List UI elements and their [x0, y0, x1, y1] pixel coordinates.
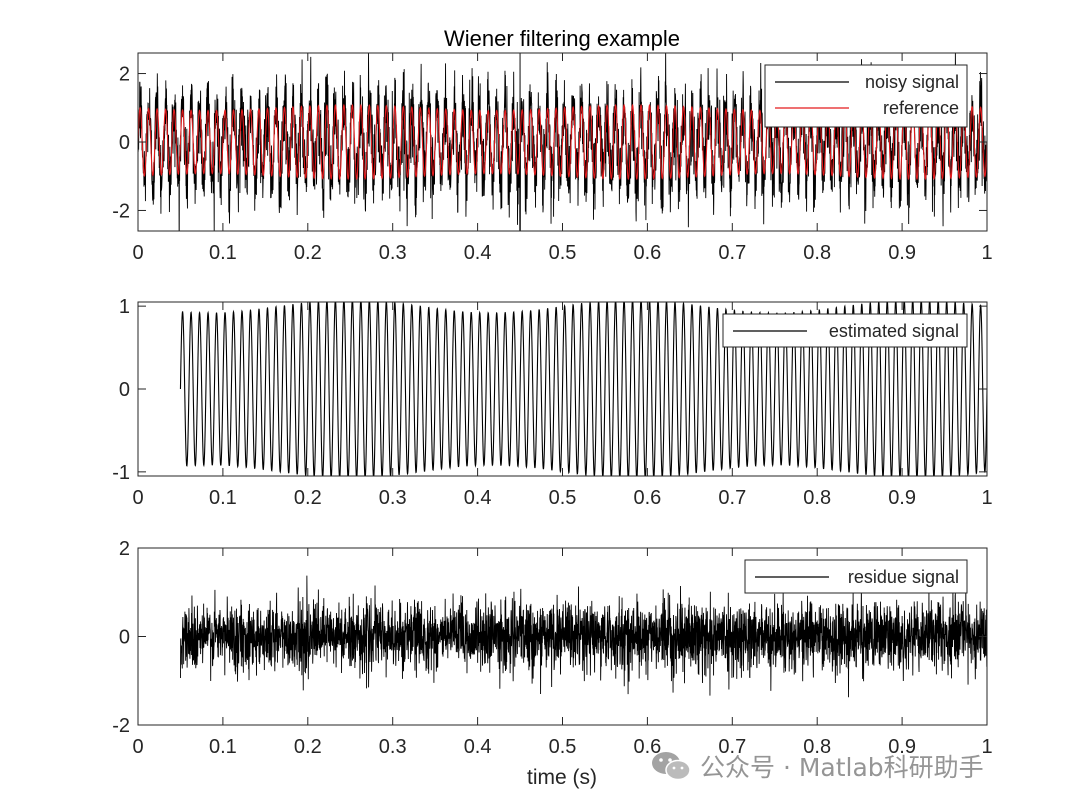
- x-tick-label: 0: [132, 487, 143, 509]
- x-tick-label: 0.7: [718, 487, 746, 509]
- legend-box: [764, 64, 968, 128]
- subplot-3: 0 0.1 0.2 0.3 0.4 0.5 0.6 0.7 0.8 0.9 1-202residue…: [112, 538, 992, 758]
- y-tick-label: 0: [119, 627, 130, 649]
- legend: estimated signal: [722, 313, 968, 348]
- x-axis-label: time (s): [527, 766, 597, 789]
- y-tick-label: 2: [119, 538, 130, 560]
- watermark: 公众号 · Matlab科研助手: [650, 746, 984, 786]
- x-tick-label: 0.2: [294, 242, 322, 264]
- x-tick-label: 0.3: [379, 487, 407, 509]
- legend-label: reference: [883, 98, 959, 118]
- wechat-logo-icon: [652, 752, 691, 781]
- x-tick-label: 1: [981, 736, 992, 758]
- x-tick-label: 0.6: [633, 242, 661, 264]
- x-tick-label: 1: [981, 242, 992, 264]
- y-tick-label: 1: [119, 296, 130, 318]
- legend-label: noisy signal: [865, 72, 959, 92]
- x-tick-label: 0.6: [633, 736, 661, 758]
- x-tick-label: 0.5: [549, 487, 577, 509]
- x-tick-label: 0.2: [294, 736, 322, 758]
- x-tick-label: 0: [132, 242, 143, 264]
- x-tick-label: 1: [981, 487, 992, 509]
- x-tick-label: 0.8: [803, 487, 831, 509]
- subplot-2: 0 0.1 0.2 0.3 0.4 0.5 0.6 0.7 0.8 0.9 1-101estimat…: [112, 296, 992, 509]
- x-tick-label: 0.6: [633, 487, 661, 509]
- x-tick-label: 0.9: [888, 487, 916, 509]
- y-tick-label: 2: [119, 64, 130, 86]
- subplots: 0 0.1 0.2 0.3 0.4 0.5 0.6 0.7 0.8 0.9 1-202 noisy s…: [112, 52, 993, 758]
- x-tick-label: 0.8: [803, 242, 831, 264]
- legend: residue signal: [744, 559, 968, 594]
- x-tick-label: 0.3: [379, 736, 407, 758]
- y-tick-label: 0: [119, 132, 130, 154]
- chart-title: Wiener filtering example: [444, 26, 680, 51]
- x-tick-label: 0.7: [718, 242, 746, 264]
- x-tick-label: 0.5: [549, 736, 577, 758]
- x-tick-label: 0.5: [549, 242, 577, 264]
- x-tick-label: 0.9: [888, 736, 916, 758]
- legend-label: residue signal: [848, 567, 959, 587]
- x-tick-label: 0.4: [464, 736, 492, 758]
- x-tick-label: 0.1: [209, 736, 237, 758]
- x-tick-label: 0: [132, 736, 143, 758]
- x-tick-label: 0.8: [803, 736, 831, 758]
- x-tick-label: 0.1: [209, 242, 237, 264]
- y-tick-label: -2: [112, 715, 130, 737]
- series-group: [180, 575, 987, 698]
- y-tick-label: -2: [112, 200, 130, 222]
- subplot-1: 0 0.1 0.2 0.3 0.4 0.5 0.6 0.7 0.8 0.9 1-202 noisy s…: [112, 52, 993, 264]
- series-line-3-1: [180, 575, 987, 698]
- x-tick-label: 0.4: [464, 487, 492, 509]
- x-tick-label: 0.1: [209, 487, 237, 509]
- x-tick-label: 0.9: [888, 242, 916, 264]
- x-tick-label: 0.2: [294, 487, 322, 509]
- x-tick-label: 0.4: [464, 242, 492, 264]
- y-tick-label: 0: [119, 379, 130, 401]
- legend-label: estimated signal: [829, 321, 959, 341]
- watermark-text: 公众号 · Matlab科研助手: [700, 753, 984, 782]
- legend: noisy signal reference: [764, 64, 968, 128]
- y-tick-label: -1: [112, 462, 130, 484]
- x-tick-label: 0.3: [379, 242, 407, 264]
- x-tick-label: 0.7: [718, 736, 746, 758]
